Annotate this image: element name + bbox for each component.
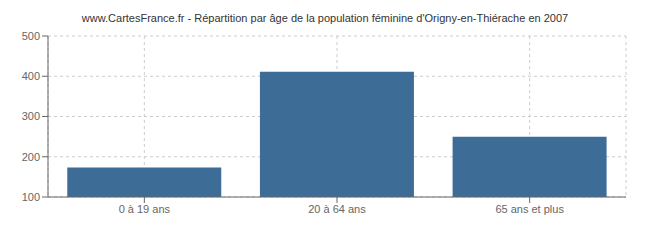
svg-text:200: 200 [22, 151, 40, 163]
svg-text:65 ans et plus: 65 ans et plus [495, 203, 564, 215]
svg-text:0 à 19 ans: 0 à 19 ans [119, 203, 171, 215]
svg-text:500: 500 [22, 30, 40, 42]
svg-text:20 à 64 ans: 20 à 64 ans [308, 203, 366, 215]
svg-text:300: 300 [22, 110, 40, 122]
svg-text:400: 400 [22, 70, 40, 82]
svg-text:100: 100 [22, 191, 40, 203]
html-text:www.CartesFrance.fr - Répartit: www.CartesFrance.fr - Répartition par âg… [81, 12, 569, 24]
